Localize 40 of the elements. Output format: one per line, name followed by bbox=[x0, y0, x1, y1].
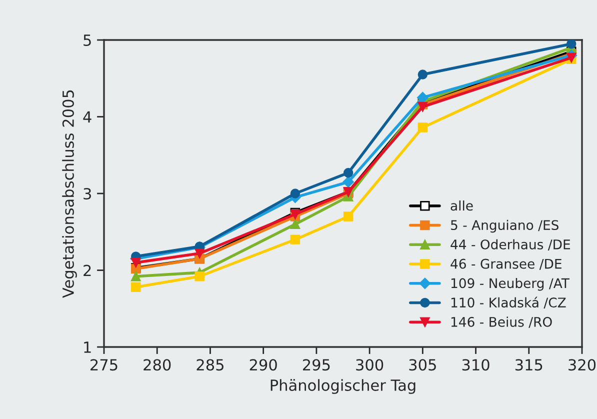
point bbox=[418, 102, 428, 112]
y-tick-label: 5 bbox=[84, 34, 91, 46]
x-tick-label: 310 bbox=[462, 359, 490, 371]
x-axis-title: Phänologischer Tag bbox=[270, 379, 416, 394]
point bbox=[131, 258, 141, 268]
legend-label: 109 - Neuberg /AT bbox=[451, 278, 570, 291]
y-tick-label: 1 bbox=[84, 342, 91, 353]
x-tick-label: 305 bbox=[409, 359, 436, 371]
point bbox=[194, 248, 204, 258]
y-tick-label: 4 bbox=[83, 111, 92, 123]
point bbox=[418, 70, 428, 80]
legend-label: 5 - Anguiano /ES bbox=[451, 220, 558, 233]
point bbox=[417, 92, 428, 104]
legend-label: 110 - Kladská /CZ bbox=[451, 296, 566, 309]
x-tick-label: 275 bbox=[90, 359, 118, 371]
legend-label: alle bbox=[450, 200, 473, 211]
point bbox=[131, 282, 141, 292]
x-tick-label: 285 bbox=[196, 359, 224, 371]
x-tick-label: 290 bbox=[250, 359, 277, 371]
x-tick-label: 295 bbox=[302, 359, 330, 371]
point bbox=[131, 272, 141, 282]
legend-label: 44 - Oderhaus /DE bbox=[450, 239, 570, 250]
point bbox=[342, 176, 354, 188]
legend-label: 46 - Gransee /DE bbox=[450, 258, 562, 270]
x-tick-label: 320 bbox=[568, 359, 596, 371]
point bbox=[290, 188, 300, 198]
point bbox=[194, 272, 204, 282]
point bbox=[566, 40, 576, 49]
x-tick-label: 300 bbox=[356, 359, 384, 371]
legend-label: 146 - Beius /RO bbox=[451, 316, 552, 328]
point bbox=[343, 168, 354, 178]
x-tick-label: 280 bbox=[144, 359, 171, 371]
point bbox=[343, 212, 354, 222]
point bbox=[290, 234, 300, 244]
y-tick-label: 3 bbox=[84, 188, 91, 200]
y-axis-title: Vegetationsabschluss 2005 bbox=[62, 90, 77, 298]
x-tick-label: 315 bbox=[515, 359, 542, 371]
point bbox=[290, 219, 300, 230]
y-tick-label: 2 bbox=[84, 264, 91, 276]
point bbox=[418, 122, 428, 132]
